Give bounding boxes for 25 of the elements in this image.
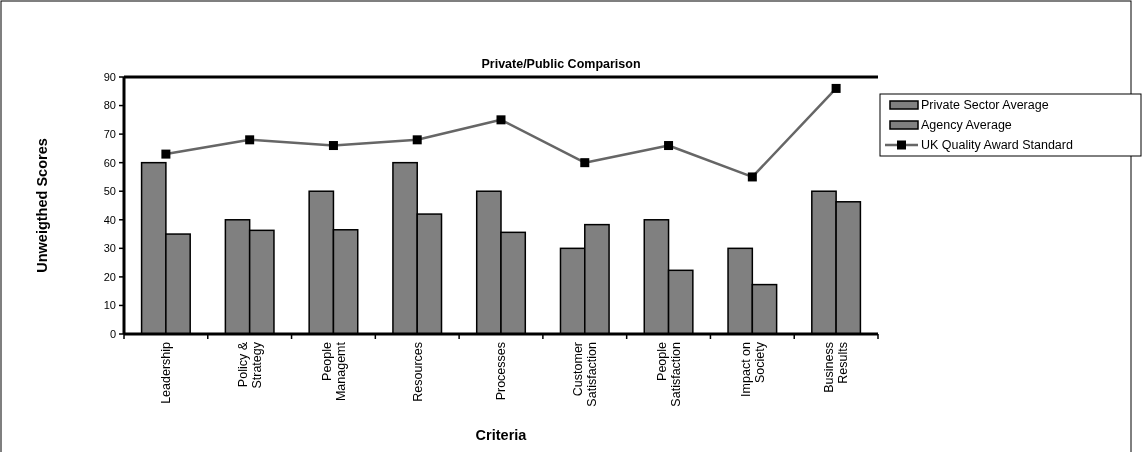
y-tick-label: 70 xyxy=(103,127,116,140)
x-tick-label: People Satisfaction xyxy=(654,341,683,407)
y-tick-label: 20 xyxy=(103,270,116,283)
x-tick-label: People Managemt xyxy=(319,341,348,402)
x-tick-label: Business Results xyxy=(822,342,851,393)
legend-label: UK Quality Award Standard xyxy=(921,138,1073,153)
x-tick-label: Processes xyxy=(494,342,509,401)
y-tick-label: 50 xyxy=(103,185,116,198)
x-tick-label: Resources xyxy=(410,342,425,402)
y-tick-label: 40 xyxy=(103,213,116,226)
y-axis-title: Unweigthed Scores xyxy=(34,138,50,273)
x-tick-label: Customer Satisfaction xyxy=(571,341,600,407)
x-tick-label: Impact on Society xyxy=(738,341,767,397)
y-tick-label: 10 xyxy=(103,299,116,312)
y-tick-label: 0 xyxy=(109,327,116,340)
legend-label: Private Sector Average xyxy=(921,98,1049,113)
x-axis-title: Criteria xyxy=(475,427,528,443)
chart-title: Private/Public Comparison xyxy=(481,57,641,71)
x-tick-label: Leadership xyxy=(159,341,174,404)
y-tick-label: 60 xyxy=(103,156,116,169)
y-tick-label: 80 xyxy=(103,99,116,112)
y-tick-label: 30 xyxy=(103,242,116,255)
x-tick-label: Policy & Strategy xyxy=(236,341,265,389)
legend-label: Agency Average xyxy=(921,118,1012,133)
y-tick-label: 90 xyxy=(103,70,116,83)
